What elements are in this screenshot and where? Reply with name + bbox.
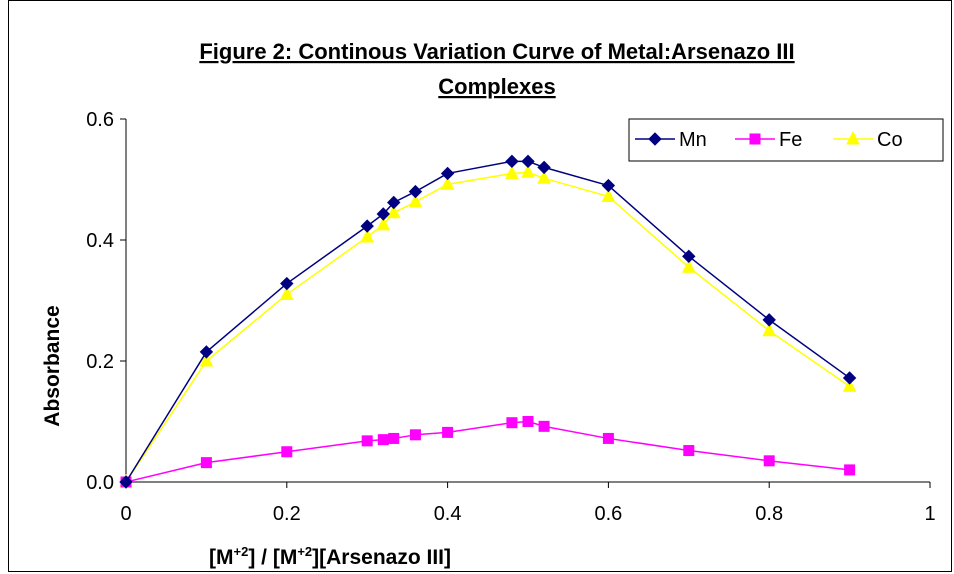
data-point-mn	[119, 475, 133, 489]
legend-label-mn: Mn	[679, 129, 707, 151]
chart-title-line-2: Complexes	[438, 74, 555, 99]
data-point-co	[376, 216, 391, 231]
data-point-co	[440, 176, 455, 190]
data-point-mn	[601, 178, 616, 193]
data-point-fe	[377, 434, 389, 446]
data-point-co	[842, 378, 857, 392]
data-point-mn	[537, 160, 551, 175]
data-point-co	[199, 352, 214, 367]
data-point-fe	[763, 455, 775, 467]
data-point-co	[537, 170, 551, 184]
data-point-fe	[506, 417, 518, 429]
data-point-fe	[388, 432, 400, 444]
data-point-co	[762, 322, 777, 337]
data-point-fe	[602, 432, 614, 444]
y-tick-label: 0.4	[86, 230, 114, 252]
x-axis-label-part-2: ] / [M	[248, 546, 297, 569]
data-point-co	[360, 228, 375, 243]
chart-frame: Figure 2: Continous Variation Curve of M…	[8, 0, 952, 572]
data-point-co	[408, 193, 423, 208]
x-tick-label: 1	[924, 503, 935, 525]
legend-items: Mn Fe Co	[635, 129, 903, 151]
data-point-fe	[409, 429, 421, 441]
data-point-fe	[281, 446, 293, 458]
x-tick-label: 0	[120, 503, 131, 525]
chart-svg: Figure 2: Continous Variation Curve of M…	[41, 39, 944, 569]
legend-label-co: Co	[877, 129, 903, 151]
x-axis-label-sup-1: +2	[234, 544, 249, 559]
x-tick-label: 0.4	[434, 503, 462, 525]
data-point-fe	[200, 457, 212, 469]
data-point-mn	[280, 276, 294, 291]
series-co	[119, 164, 857, 488]
data-point-mn	[521, 154, 535, 169]
data-point-mn	[376, 207, 390, 221]
data-point-co	[601, 188, 616, 202]
data-point-co	[386, 204, 401, 219]
legend-label-fe: Fe	[779, 129, 802, 151]
legend: Mn Fe Co	[628, 118, 944, 162]
y-axis-label: Absorbance	[41, 305, 64, 426]
data-point-mn	[440, 166, 455, 181]
data-point-mn	[387, 195, 401, 210]
data-point-fe	[522, 416, 534, 427]
data-point-fe	[844, 464, 856, 476]
x-tick-label: 0.2	[273, 503, 301, 525]
data-point-mn	[682, 249, 696, 264]
series-fe	[120, 416, 856, 488]
legend-marker-co	[846, 130, 860, 145]
axis-ticks: 0 0.2 0.4 0.6 0.8 1 0.0 0.2 0.4 0.6	[86, 109, 935, 525]
data-point-mn	[408, 184, 423, 199]
chart-title: Figure 2: Continous Variation Curve of M…	[199, 39, 794, 99]
legend-marker-fe	[749, 133, 761, 145]
data-point-mn	[199, 345, 214, 359]
data-point-fe	[538, 420, 550, 432]
legend-item-mn: Mn	[635, 129, 707, 151]
chart-title-line-1: Figure 2: Continous Variation Curve of M…	[199, 39, 794, 64]
data-point-mn	[762, 313, 776, 327]
series-line-mn	[125, 160, 851, 483]
series-group	[119, 154, 857, 489]
y-tick-label: 0.0	[86, 472, 114, 494]
y-tick-label: 0.6	[86, 109, 114, 131]
series-line-fe	[125, 420, 850, 483]
x-axis-label-part-3: ][Arsenazo III]	[312, 546, 451, 569]
data-point-fe	[683, 445, 695, 457]
data-point-fe	[361, 435, 373, 447]
x-tick-label: 0.8	[755, 503, 783, 525]
data-point-mn	[505, 154, 519, 169]
data-point-mn	[842, 371, 857, 385]
y-tick-label: 0.2	[86, 351, 114, 373]
data-point-co	[521, 164, 535, 178]
data-point-co	[279, 286, 294, 300]
x-axis-label-part-1: [M	[209, 546, 234, 569]
series-mn	[119, 154, 857, 489]
data-point-co	[681, 259, 696, 273]
legend-marker-mn	[648, 132, 662, 146]
x-axis-label-sup-2: +2	[297, 544, 312, 559]
x-axis-label: [M+2] / [M+2][Arsenazo III]	[209, 544, 451, 569]
legend-item-co: Co	[833, 129, 903, 151]
axes	[125, 119, 930, 483]
data-point-co	[505, 165, 519, 179]
x-tick-label: 0.6	[594, 503, 622, 525]
legend-item-fe: Fe	[735, 129, 802, 151]
data-point-mn	[360, 219, 374, 233]
legend-box	[628, 118, 944, 162]
data-point-fe	[442, 426, 454, 438]
